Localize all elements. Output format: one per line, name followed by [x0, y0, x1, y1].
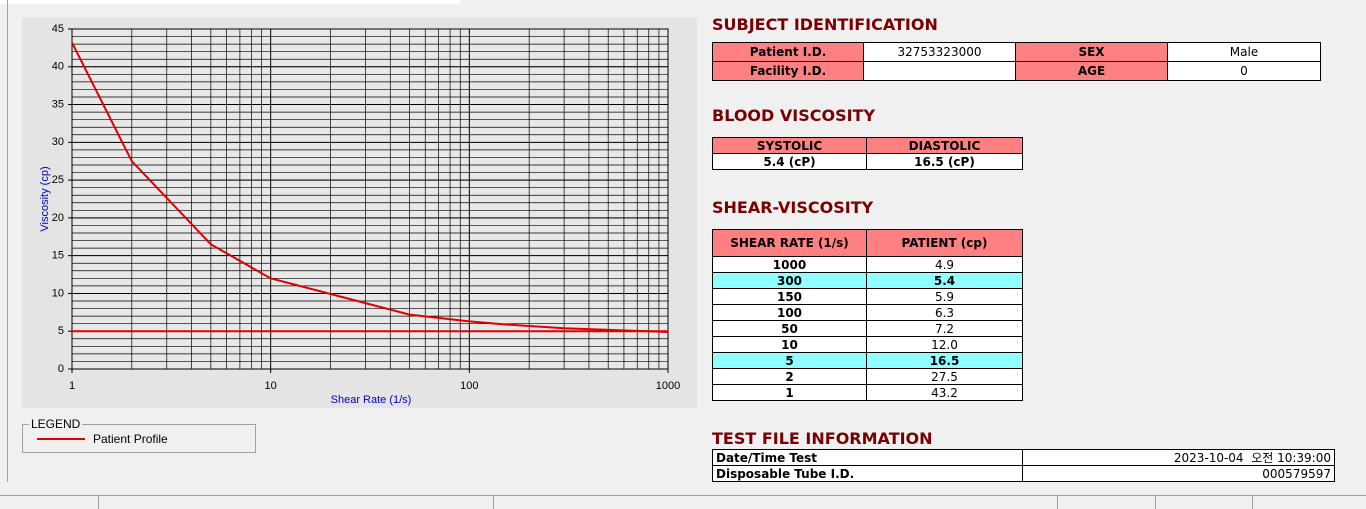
column-header: DIASTOLIC	[866, 137, 1023, 154]
status-divider	[98, 496, 99, 509]
y-tick-label: 5	[58, 325, 64, 337]
x-tick-label: 10	[265, 380, 277, 392]
column-header: SHEAR RATE (1/s)	[712, 229, 867, 257]
status-divider	[1252, 496, 1253, 509]
y-tick-label: 15	[52, 250, 64, 262]
chart: Shear Rate (1/s) Viscosity (cp) 0 5 10 15 20…	[22, 18, 697, 408]
table-cell: 1000	[712, 256, 867, 273]
table-cell: 16.5	[866, 352, 1023, 369]
section-title: BLOOD VISCOSITY	[712, 106, 876, 125]
y-tick-label: 40	[52, 61, 64, 73]
table-cell: 5.9	[866, 288, 1023, 305]
info-value: 2023-10-04 오전 10:39:00	[1022, 449, 1335, 466]
table-cell: 12.0	[866, 336, 1023, 353]
table-cell: 2	[712, 368, 867, 385]
field-label: AGE	[1015, 61, 1168, 81]
table-cell: 1	[712, 384, 867, 401]
blood-value: 5.4 (cP)	[712, 153, 867, 170]
legend-title: LEGEND	[29, 417, 83, 431]
section-title: SUBJECT IDENTIFICATION	[712, 15, 938, 34]
legend-entry: Patient Profile	[37, 431, 168, 447]
table-cell: 100	[712, 304, 867, 321]
y-tick-label: 10	[52, 287, 64, 299]
table-cell: 5.4	[866, 272, 1023, 289]
status-divider	[1057, 496, 1058, 509]
y-tick-label: 0	[58, 363, 64, 375]
plot-frame	[71, 28, 669, 370]
y-tick-label: 45	[52, 23, 64, 35]
plot-area	[72, 29, 668, 369]
table-cell: 43.2	[866, 384, 1023, 401]
status-divider	[1155, 496, 1156, 509]
status-bar	[0, 495, 1366, 509]
legend: LEGEND Patient Profile	[22, 417, 256, 453]
table-cell: 7.2	[866, 320, 1023, 337]
x-tick-label: 1	[69, 380, 75, 392]
legend-swatch	[37, 438, 85, 440]
x-tick-label: 1000	[656, 380, 680, 392]
section-title: TEST FILE INFORMATION	[712, 429, 933, 448]
status-divider	[493, 496, 494, 509]
y-tick-label: 30	[52, 136, 64, 148]
x-tick-label: 100	[460, 380, 478, 392]
left-border	[7, 0, 8, 482]
y-axis-title: Viscosity (cp)	[39, 166, 51, 231]
table-cell: 50	[712, 320, 867, 337]
info-label: Disposable Tube I.D.	[712, 465, 1023, 482]
table-cell: 5	[712, 352, 867, 369]
field-value	[863, 61, 1016, 81]
field-value: 32753323000	[863, 42, 1016, 62]
info-label: Date/Time Test	[712, 449, 1023, 466]
top-strip	[0, 0, 460, 4]
legend-label: Patient Profile	[93, 432, 168, 446]
x-axis-title: Shear Rate (1/s)	[331, 394, 412, 406]
field-label: Patient I.D.	[712, 42, 864, 62]
field-value: 0	[1167, 61, 1321, 81]
info-value: 000579597	[1022, 465, 1335, 482]
column-header: PATIENT (cp)	[866, 229, 1023, 257]
section-title: SHEAR-VISCOSITY	[712, 198, 874, 217]
field-value: Male	[1167, 42, 1321, 62]
table-cell: 300	[712, 272, 867, 289]
table-cell: 4.9	[866, 256, 1023, 273]
table-cell: 6.3	[866, 304, 1023, 321]
column-header: SYSTOLIC	[712, 137, 867, 154]
y-tick-label: 25	[52, 174, 64, 186]
field-label: Facility I.D.	[712, 61, 864, 81]
table-cell: 27.5	[866, 368, 1023, 385]
series-line	[71, 42, 669, 333]
legend-items: Patient Profile	[37, 431, 168, 447]
table-cell: 150	[712, 288, 867, 305]
blood-value: 16.5 (cP)	[866, 153, 1023, 170]
y-tick-label: 35	[52, 98, 64, 110]
field-label: SEX	[1015, 42, 1168, 62]
y-tick-label: 20	[52, 212, 64, 224]
table-cell: 10	[712, 336, 867, 353]
